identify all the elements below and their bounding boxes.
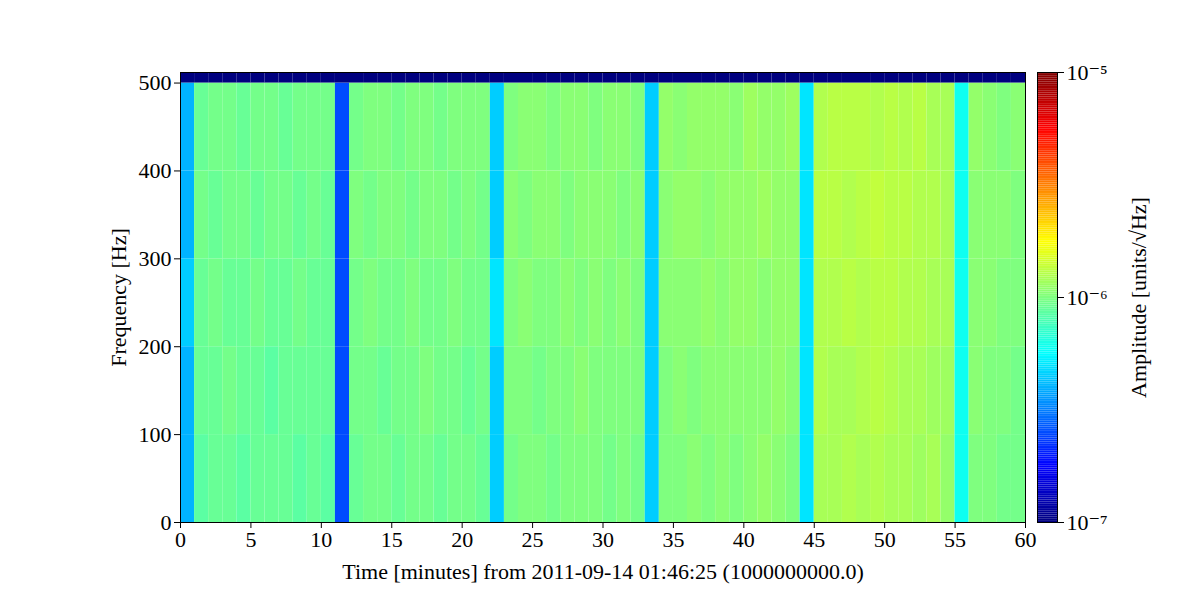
svg-text:5: 5	[245, 527, 256, 552]
svg-text:40: 40	[733, 527, 755, 552]
svg-text:100: 100	[139, 422, 172, 447]
svg-text:10⁻⁶: 10⁻⁶	[1067, 285, 1108, 310]
svg-text:Amplitude [units/√Hz]: Amplitude [units/√Hz]	[1126, 197, 1151, 398]
svg-text:55: 55	[944, 527, 966, 552]
svg-text:35: 35	[662, 527, 684, 552]
svg-text:20: 20	[451, 527, 473, 552]
svg-text:0: 0	[175, 527, 186, 552]
svg-text:45: 45	[803, 527, 825, 552]
svg-text:15: 15	[381, 527, 403, 552]
svg-text:25: 25	[522, 527, 544, 552]
svg-text:200: 200	[139, 334, 172, 359]
svg-text:0: 0	[161, 510, 172, 535]
svg-text:Time [minutes] from 2011-09-14: Time [minutes] from 2011-09-14 01:46:25 …	[342, 559, 863, 584]
svg-text:30: 30	[592, 527, 614, 552]
svg-text:50: 50	[874, 527, 896, 552]
svg-text:300: 300	[139, 246, 172, 271]
svg-text:400: 400	[139, 158, 172, 183]
svg-text:60: 60	[1015, 527, 1037, 552]
svg-text:10⁻⁵: 10⁻⁵	[1067, 60, 1108, 85]
svg-text:500: 500	[139, 70, 172, 95]
svg-text:10⁻⁷: 10⁻⁷	[1067, 510, 1108, 535]
svg-text:Frequency [Hz]: Frequency [Hz]	[106, 228, 131, 367]
svg-text:10: 10	[310, 527, 332, 552]
